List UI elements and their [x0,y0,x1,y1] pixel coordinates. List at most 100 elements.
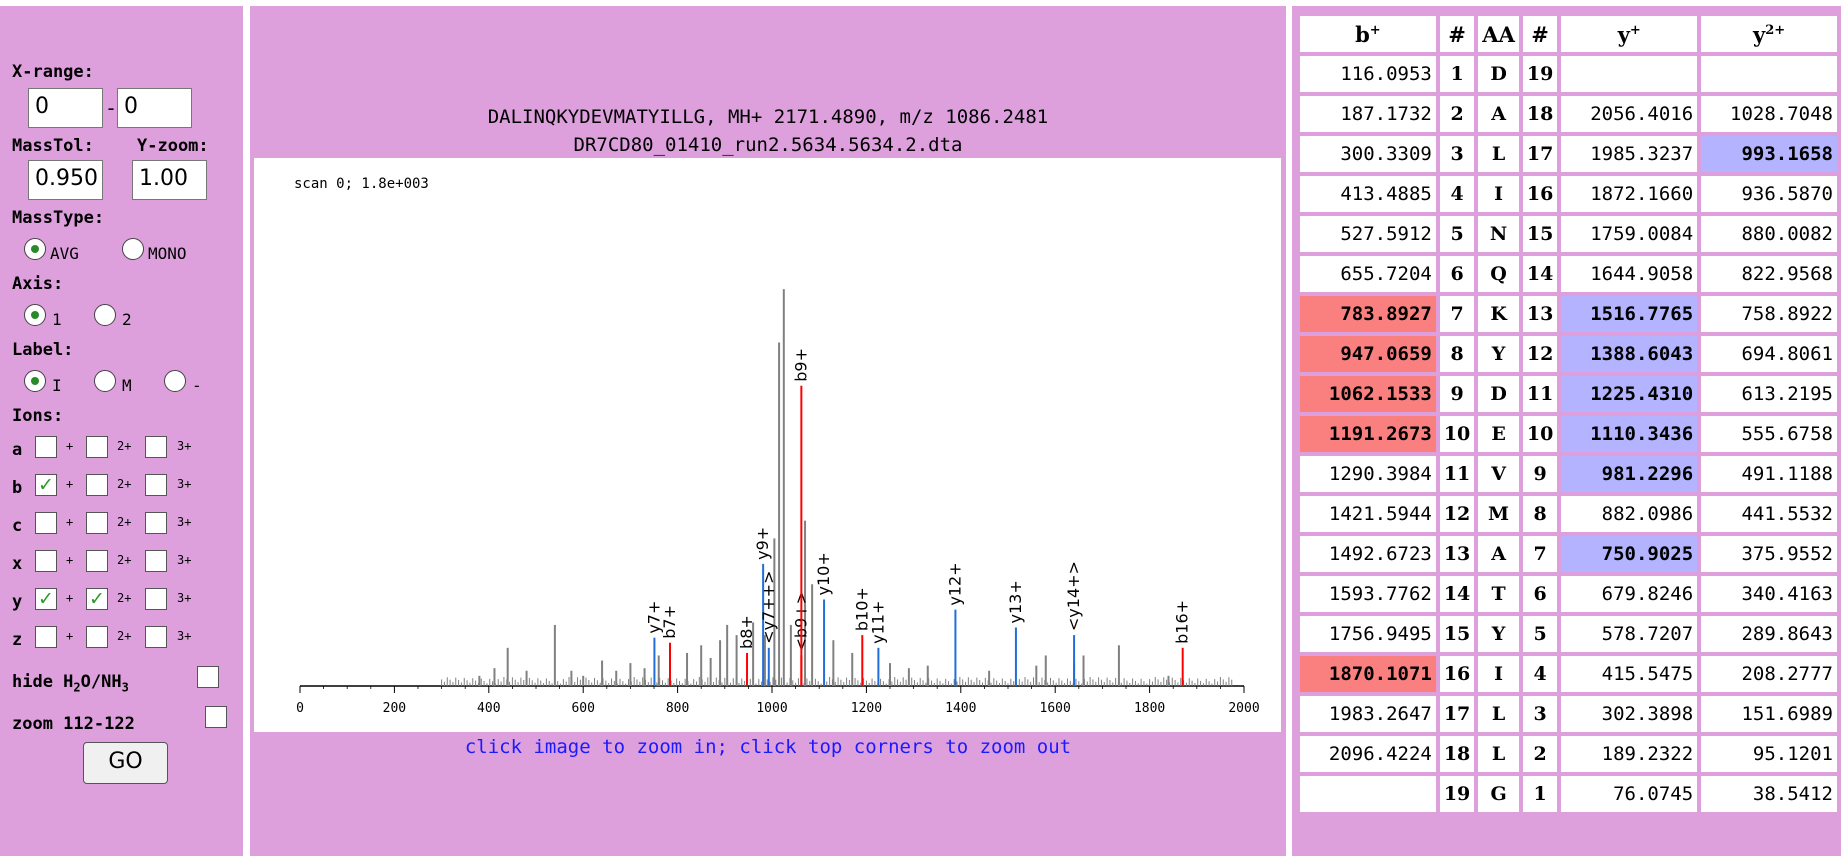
xrange-from-input[interactable]: 0 [28,88,103,128]
zoom-112-122-checkbox[interactable] [205,706,227,728]
axis-2-radio[interactable] [94,304,116,326]
amino-acid: T [1478,576,1519,612]
b-ion-mass: 1421.5944 [1300,496,1436,532]
fragment-row: 1062.1533 9 D 11 1225.4310 613.2195 [1300,376,1837,412]
col-y-header[interactable]: y+ [1561,16,1698,52]
amino-acid: G [1478,776,1519,812]
b-index: 11 [1439,456,1475,492]
ion-z-2-checkbox[interactable] [86,626,108,648]
b-index: 8 [1439,336,1475,372]
x-tick-label: 1000 [756,701,787,716]
y-ion-mass: 189.2322 [1561,736,1698,772]
axis-1-radio[interactable] [24,304,46,326]
y-index: 6 [1522,576,1558,612]
ion-charge-1-label: + [66,629,74,643]
b-index: 2 [1439,96,1475,132]
label-none-radio[interactable] [164,370,186,392]
fragment-row: 116.0953 1 D 19 [1300,56,1837,92]
col-b-header[interactable]: b+ [1300,16,1436,52]
ion-c-1-checkbox[interactable] [35,512,57,534]
ion-charge-1-label: + [66,477,74,491]
zoom-label: zoom 112-122 [12,714,135,734]
b-index: 4 [1439,176,1475,212]
label-i-radio[interactable] [24,370,46,392]
fragment-row: 783.8927 7 K 13 1516.7765 758.8922 [1300,296,1837,332]
hide-neutral-loss-label: hide H2O/NH3 [12,672,129,694]
fragment-row: 947.0659 8 Y 12 1388.6043 694.8061 [1300,336,1837,372]
masstype-mono-radio[interactable] [122,238,144,260]
y2-ion-mass: 880.0082 [1701,216,1837,252]
fragment-table-body: 116.0953 1 D 19 187.1732 2 A 18 2056.4016 1028.70… [1300,56,1837,812]
peak-label: b9+ [791,348,810,382]
ion-x-3-checkbox[interactable] [145,550,167,572]
ion-letter-c: c [12,516,23,536]
ion-z-3-checkbox[interactable] [145,626,167,648]
ion-charge-1-label: + [66,591,74,605]
y-index: 15 [1522,216,1558,252]
b-ion-mass: 655.7204 [1300,256,1436,292]
ion-b-1-checkbox[interactable]: ✓ [35,474,57,496]
b-index: 17 [1439,696,1475,732]
b-ion-mass [1300,776,1436,812]
y-ion-mass: 1110.3436 [1561,416,1698,452]
spectrum-plot[interactable]: scan 0; 1.8e+003 0 200 400 600 800 1000 1200 14… [254,158,1281,732]
b-index: 13 [1439,536,1475,572]
y-index: 10 [1522,416,1558,452]
ion-y-1-checkbox[interactable]: ✓ [35,588,57,610]
y-ion-mass: 1225.4310 [1561,376,1698,412]
ion-x-1-checkbox[interactable] [35,550,57,572]
fragment-row: 2096.4224 18 L 2 189.2322 95.1201 [1300,736,1837,772]
col-y2-header[interactable]: y2+ [1701,16,1837,52]
go-button[interactable]: GO [83,742,168,784]
y-ion-mass: 1388.6043 [1561,336,1698,372]
ion-b-3-checkbox[interactable] [145,474,167,496]
scan-label: scan 0; 1.8e+003 [294,176,429,192]
fragment-row: 413.4885 4 I 16 1872.1660 936.5870 [1300,176,1837,212]
peak-label: b7+ [660,605,679,639]
b-index: 3 [1439,136,1475,172]
xrange-to-input[interactable]: 0 [117,88,192,128]
ion-y-2-checkbox[interactable]: ✓ [86,588,108,610]
y-index: 5 [1522,616,1558,652]
ion-charge-3-label: 3+ [177,629,192,643]
b-ion-mass: 2096.4224 [1300,736,1436,772]
spectrum-chart[interactable]: scan 0; 1.8e+003 0 200 400 600 800 1000 1200 14… [254,158,1281,732]
ion-z-1-checkbox[interactable] [35,626,57,648]
y-index: 8 [1522,496,1558,532]
yzoom-input[interactable]: 1.00 [132,160,207,200]
ion-c-2-checkbox[interactable] [86,512,108,534]
hide-neutral-loss-checkbox[interactable] [197,666,219,688]
b-index: 15 [1439,616,1475,652]
masstol-input[interactable]: 0.950 [28,160,103,200]
y2-ion-mass: 758.8922 [1701,296,1837,332]
ion-a-3-checkbox[interactable] [145,436,167,458]
label-m-radio[interactable] [94,370,116,392]
ion-charge-3-label: 3+ [177,439,192,453]
ion-y-3-checkbox[interactable] [145,588,167,610]
ion-x-2-checkbox[interactable] [86,550,108,572]
b-ion-mass: 187.1732 [1300,96,1436,132]
y2-ion-mass: 441.5532 [1701,496,1837,532]
ion-c-3-checkbox[interactable] [145,512,167,534]
b-index: 14 [1439,576,1475,612]
y2-ion-mass: 95.1201 [1701,736,1837,772]
col-y-sup: + [1629,22,1641,38]
masstype-avg-radio[interactable] [24,238,46,260]
ion-a-2-checkbox[interactable] [86,436,108,458]
b-ion-mass: 1290.3984 [1300,456,1436,492]
amino-acid: D [1478,56,1519,92]
ion-a-1-checkbox[interactable] [35,436,57,458]
peak-label: <y14+> [1064,561,1083,631]
masstype-avg-label: AVG [50,244,79,263]
ion-charge-2-label: 2+ [117,477,132,491]
b-index: 10 [1439,416,1475,452]
peak-label: b10+ [852,587,871,631]
amino-acid: I [1478,656,1519,692]
xrange-label: X-range: [12,62,94,82]
hide-text-1: hide H [12,672,74,692]
ion-b-2-checkbox[interactable] [86,474,108,496]
y2-ion-mass: 375.9552 [1701,536,1837,572]
y-index: 1 [1522,776,1558,812]
amino-acid: V [1478,456,1519,492]
y-index: 3 [1522,696,1558,732]
